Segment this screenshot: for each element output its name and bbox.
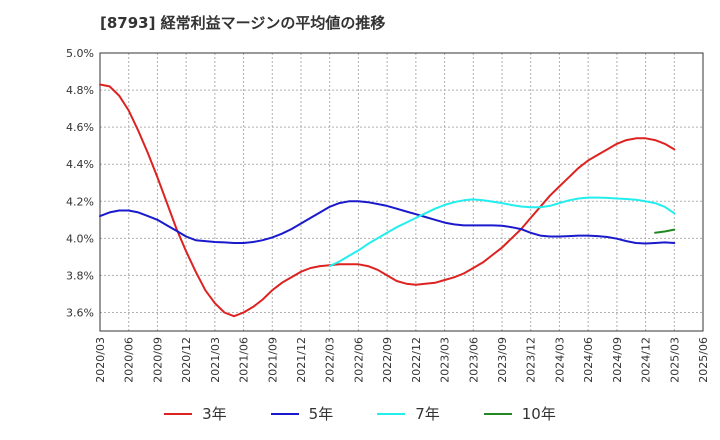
legend-label: 7年 [415, 405, 440, 423]
y-axis-ticks: 3.6% 3.8% 4.0% 4.2% 4.4% 4.6% 4.8% 5.0% [66, 47, 94, 319]
x-tick-label: 2020/12 [180, 337, 193, 383]
series-line-3年 [99, 83, 676, 318]
series-line-7年 [328, 196, 676, 268]
legend-swatch [270, 412, 299, 415]
x-tick-label: 2023/12 [525, 337, 538, 383]
y-tick-label: 3.8% [66, 269, 94, 282]
legend: 3年 5年 7年 10年 [0, 403, 720, 424]
x-tick-label: 2022/03 [324, 337, 337, 383]
x-tick-label: 2021/06 [238, 337, 251, 383]
y-tick-label: 4.4% [66, 158, 94, 171]
y-tick-label: 5.0% [66, 47, 94, 60]
x-tick-label: 2024/09 [611, 337, 624, 383]
plot-frame [99, 52, 704, 332]
legend-swatch [164, 412, 193, 415]
x-tick-label: 2020/09 [151, 337, 164, 383]
x-tick-label: 2024/03 [553, 337, 566, 383]
y-tick-label: 4.2% [66, 195, 94, 208]
legend-swatch [377, 412, 406, 415]
legend-label: 5年 [308, 405, 334, 423]
x-tick-label: 2022/12 [410, 337, 423, 383]
x-tick-label: 2020/06 [123, 337, 136, 383]
legend-item: 5年 [270, 403, 334, 424]
x-tick-label: 2021/09 [266, 337, 279, 383]
series-line-5年 [99, 200, 676, 245]
legend-swatch [483, 412, 512, 415]
x-axis-ticks: 2020/03 2020/06 2020/09 2020/12 2021/03 2021/… [94, 337, 710, 383]
x-tick-label: 2021/12 [295, 337, 308, 383]
x-tick-label: 2024/12 [640, 337, 653, 383]
legend-label: 10年 [521, 405, 556, 423]
x-tick-label: 2023/03 [439, 337, 452, 383]
y-tick-label: 3.6% [66, 306, 94, 319]
x-tick-label: 2025/06 [697, 337, 710, 383]
legend-item: 7年 [377, 403, 440, 424]
legend-item: 3年 [164, 403, 227, 424]
x-tick-label: 2022/06 [352, 337, 365, 383]
x-tick-label: 2023/06 [467, 337, 480, 383]
x-tick-label: 2024/06 [582, 337, 595, 383]
x-tick-label: 2022/09 [381, 337, 394, 383]
legend-item: 10年 [483, 403, 556, 424]
y-tick-label: 4.6% [66, 121, 94, 134]
x-tick-label: 2025/03 [668, 337, 681, 383]
y-tick-label: 4.0% [66, 232, 94, 245]
x-tick-label: 2023/09 [496, 337, 509, 383]
chart-title: [8793] 経常利益マージンの平均値の推移 [100, 14, 386, 32]
grid [99, 52, 704, 331]
x-tick-label: 2020/03 [94, 337, 107, 383]
y-tick-label: 4.8% [66, 84, 94, 97]
series-line-10年 [654, 228, 676, 234]
series-group [99, 83, 676, 318]
legend-label: 3年 [202, 405, 227, 423]
x-tick-label: 2021/03 [209, 337, 222, 383]
axes [99, 52, 704, 332]
